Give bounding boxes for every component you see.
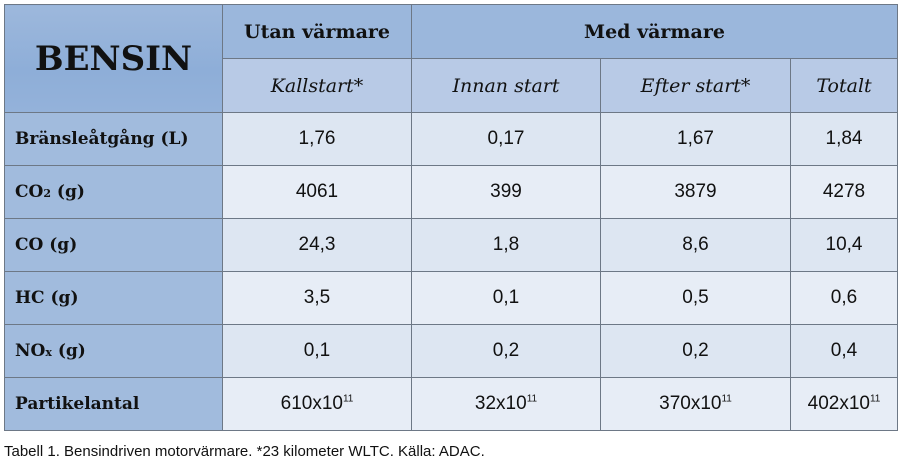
table-cell: 32x1011 — [411, 377, 601, 431]
row-label-co: CO (g) — [4, 218, 223, 272]
corner-title: BENSIN — [4, 4, 223, 113]
table-cell: 3,5 — [222, 271, 412, 325]
table-row: CO (g) 24,3 1,8 8,6 10,4 — [4, 218, 899, 272]
subheader-after-start: Efter start* — [600, 58, 791, 113]
emissions-table: BENSIN Utan värmare Med värmare Kallstar… — [4, 4, 899, 431]
table-cell: 3879 — [600, 165, 791, 219]
table-cell: 0,1 — [222, 324, 412, 378]
table-caption: Tabell 1. Bensindriven motorvärmare. *23… — [4, 443, 485, 460]
table-cell: 399 — [411, 165, 601, 219]
subheader-cold-start: Kallstart* — [222, 58, 412, 113]
row-label-co2: CO2 (g) — [4, 165, 223, 219]
table-row: Partikelantal 610x1011 32x1011 370x1011 … — [4, 377, 899, 431]
table-cell: 1,67 — [600, 112, 791, 166]
table-cell: 10,4 — [789, 218, 899, 272]
table-cell: 0,6 — [789, 271, 899, 325]
table-cell: 0,2 — [411, 324, 601, 378]
header-without-heater: Utan värmare — [222, 4, 412, 59]
table-cell: 4061 — [222, 165, 412, 219]
table-row: HC (g) 3,5 0,1 0,5 0,6 — [4, 271, 899, 325]
table-row: Bränsleåtgång (L) 1,76 0,17 1,67 1,84 — [4, 112, 899, 166]
row-label-fuel: Bränsleåtgång (L) — [4, 112, 223, 166]
table-row: NOx (g) 0,1 0,2 0,2 0,4 — [4, 324, 899, 378]
row-label-hc: HC (g) — [4, 271, 223, 325]
table-cell: 4278 — [789, 165, 899, 219]
header-with-heater: Med värmare — [410, 4, 899, 59]
table-cell: 0,4 — [789, 324, 899, 378]
table-cell: 1,76 — [222, 112, 412, 166]
table-cell: 0,2 — [600, 324, 791, 378]
row-label-particles: Partikelantal — [4, 377, 223, 431]
table-cell: 1,8 — [411, 218, 601, 272]
row-label-nox: NOx (g) — [4, 324, 223, 378]
table-cell: 24,3 — [222, 218, 412, 272]
subheader-before-start: Innan start — [411, 58, 601, 113]
table-cell: 8,6 — [600, 218, 791, 272]
table-cell: 402x1011 — [789, 377, 899, 431]
table-cell: 0,5 — [600, 271, 791, 325]
table-cell: 1,84 — [789, 112, 899, 166]
table-cell: 610x1011 — [222, 377, 412, 431]
table-row: CO2 (g) 4061 399 3879 4278 — [4, 165, 899, 219]
table-cell: 370x1011 — [600, 377, 791, 431]
subheader-total: Totalt — [789, 58, 899, 113]
table-cell: 0,17 — [411, 112, 601, 166]
table-cell: 0,1 — [411, 271, 601, 325]
